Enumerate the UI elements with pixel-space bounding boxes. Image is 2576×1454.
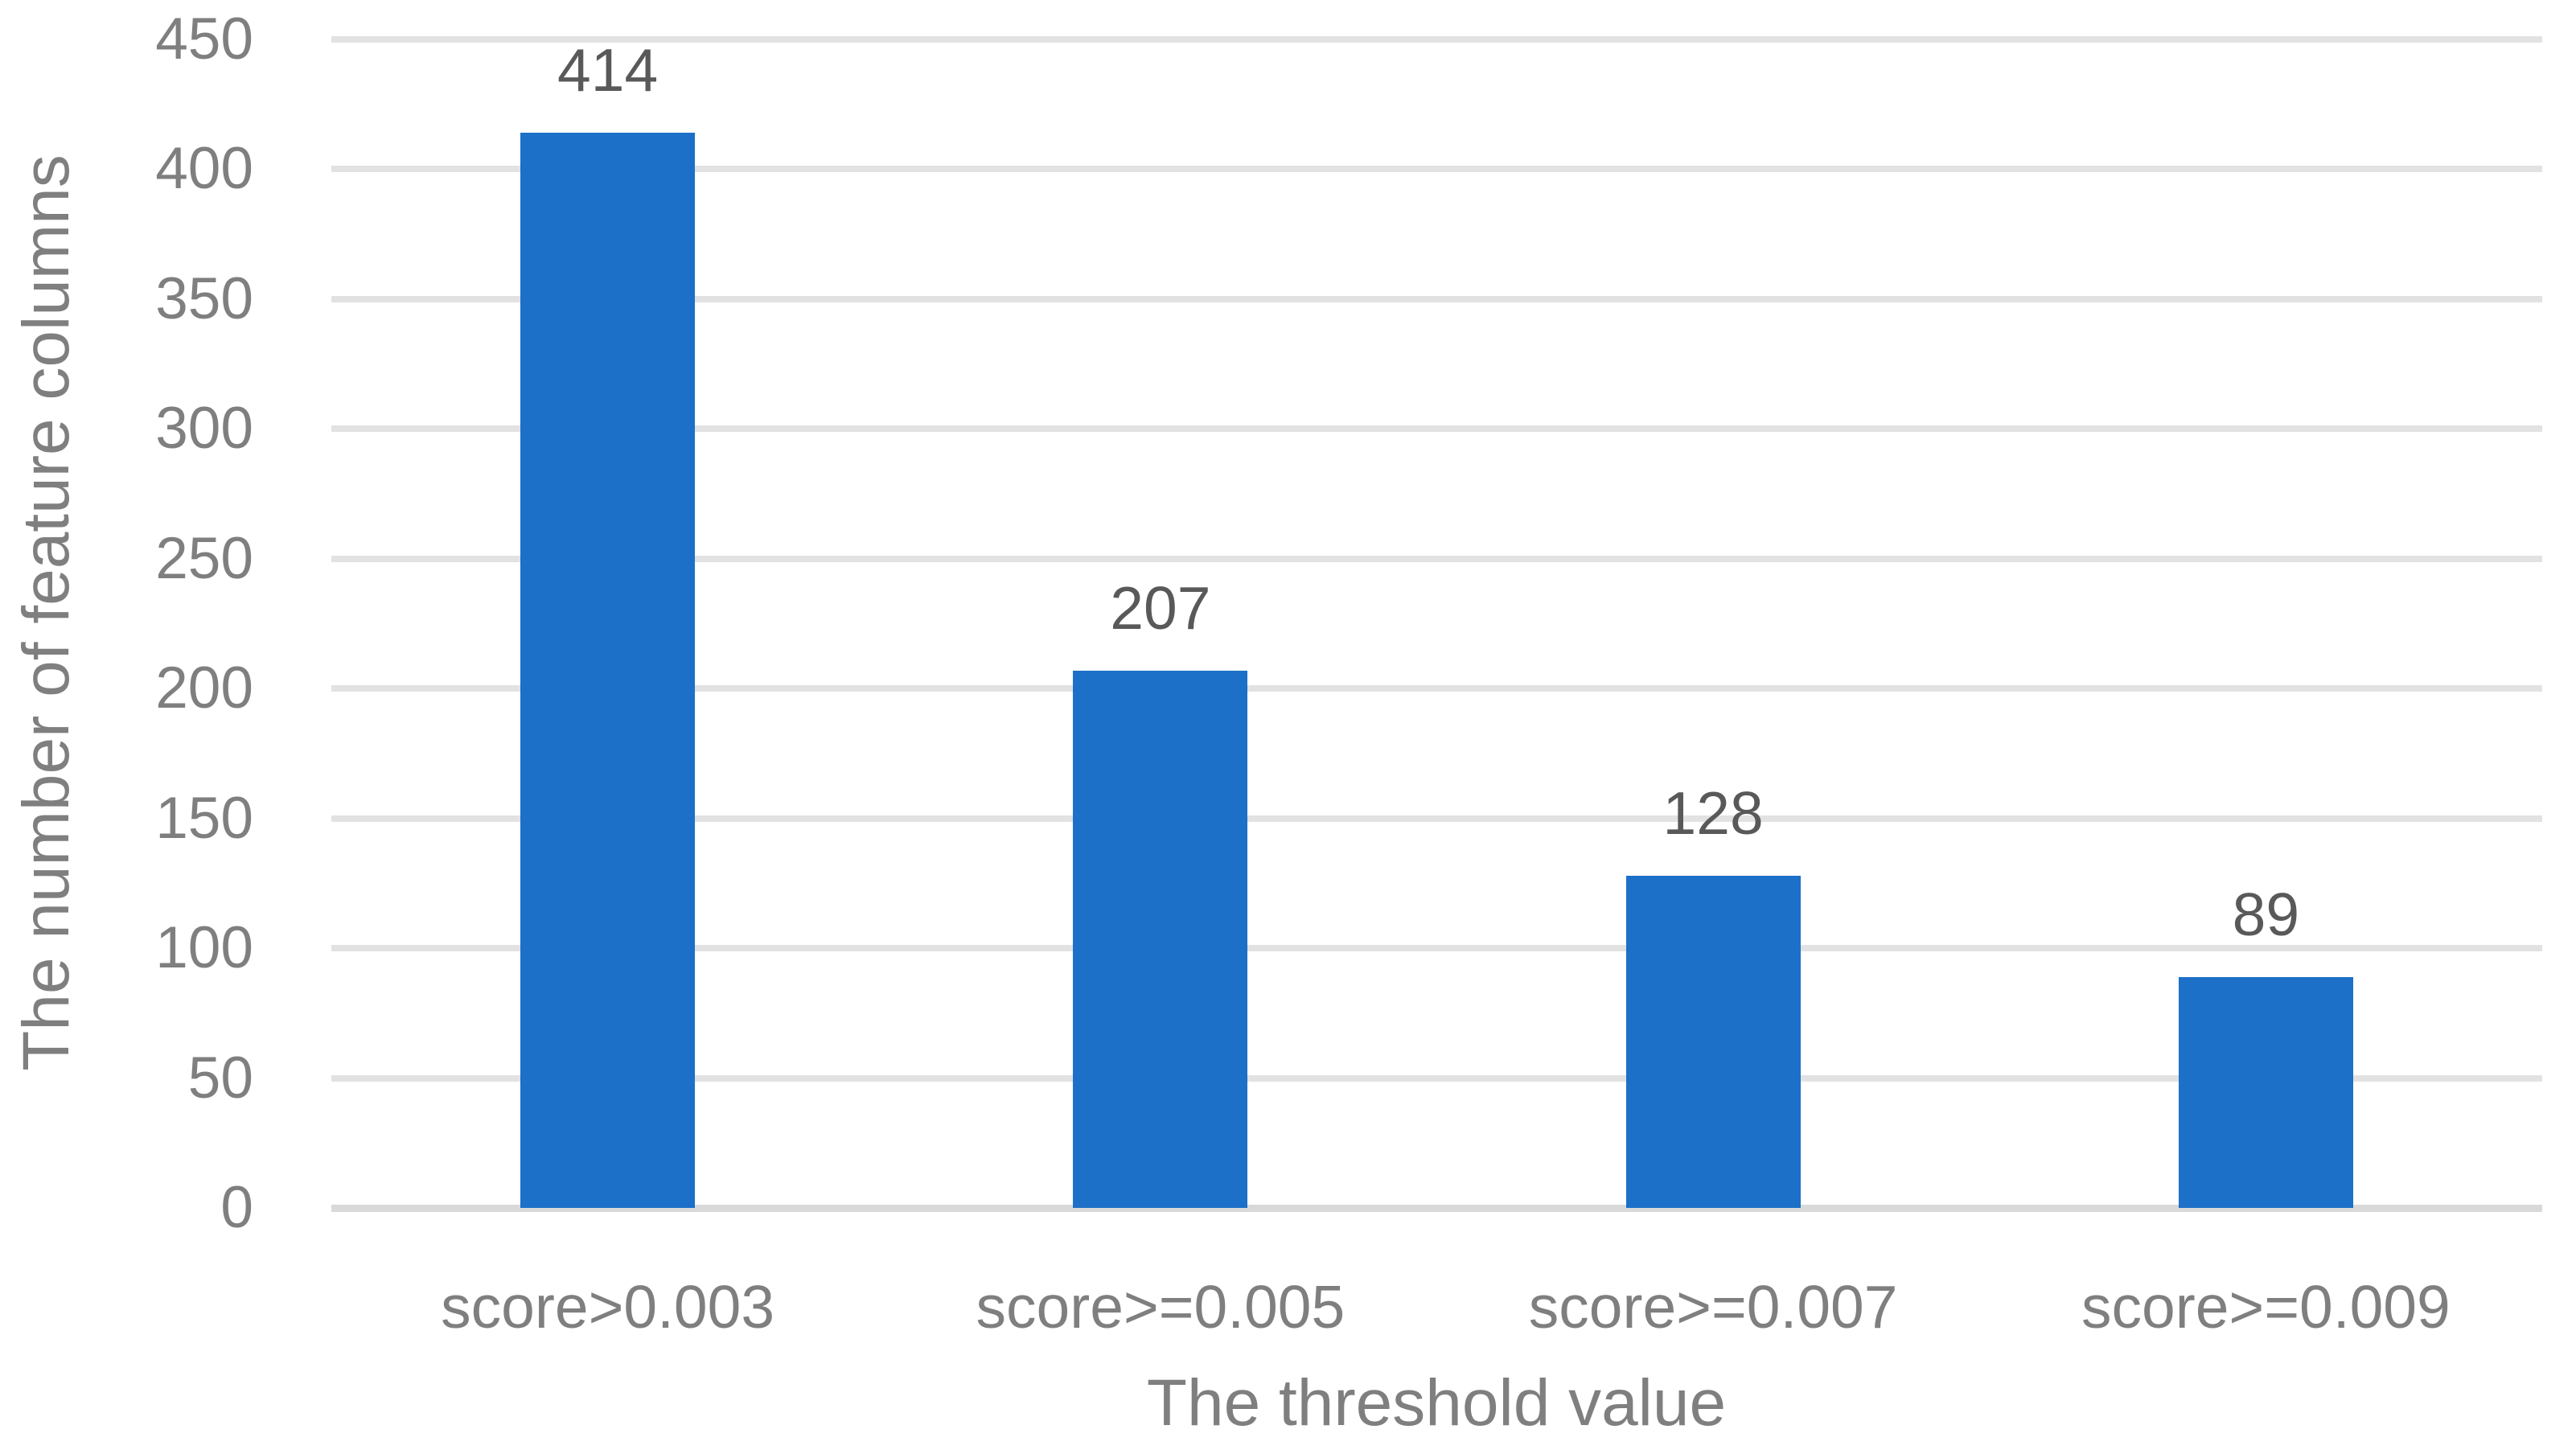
gridline-100 [331,945,2542,952]
gridline-200 [331,685,2542,692]
x-category-label-score>=0.005: score>=0.005 [976,1273,1346,1341]
y-tick-label-350: 350 [155,265,253,331]
gridline-50 [331,1074,2542,1082]
x-category-label-score>0.003: score>0.003 [441,1273,775,1341]
y-tick-label-150: 150 [155,785,253,851]
y-tick-label-50: 50 [187,1045,253,1111]
x-category-label-score>=0.009: score>=0.009 [2081,1273,2451,1341]
bar-score>=0.009 [2178,976,2353,1208]
gridline-150 [331,815,2542,822]
gridline-250 [331,555,2542,562]
bar-score>0.003 [520,133,696,1208]
plot-area: 414 207 128 89 [331,36,2542,1212]
data-label-score>=0.009: 89 [2232,880,2300,948]
data-label-score>0.003: 414 [557,36,659,105]
y-tick-label-300: 300 [155,396,253,462]
bar-score>=0.005 [1073,670,1248,1208]
y-tick-label-400: 400 [155,136,253,202]
gridline-300 [331,425,2542,433]
gridline-450 [331,36,2542,43]
data-label-score>=0.007: 128 [1662,778,1764,847]
x-axis-title: The threshold value [1146,1366,1727,1440]
y-tick-label-0: 0 [220,1175,253,1240]
x-axis-line [331,1205,2542,1212]
gridline-350 [331,295,2542,302]
x-category-label-score>=0.007: score>=0.007 [1528,1273,1898,1341]
y-tick-label-250: 250 [155,525,253,591]
y-tick-label-450: 450 [155,6,253,72]
bar-score>=0.007 [1625,875,1801,1208]
gridline-400 [331,166,2542,173]
y-tick-label-200: 200 [155,655,253,721]
data-label-score>=0.005: 207 [1110,573,1211,642]
y-tick-label-100: 100 [155,915,253,981]
